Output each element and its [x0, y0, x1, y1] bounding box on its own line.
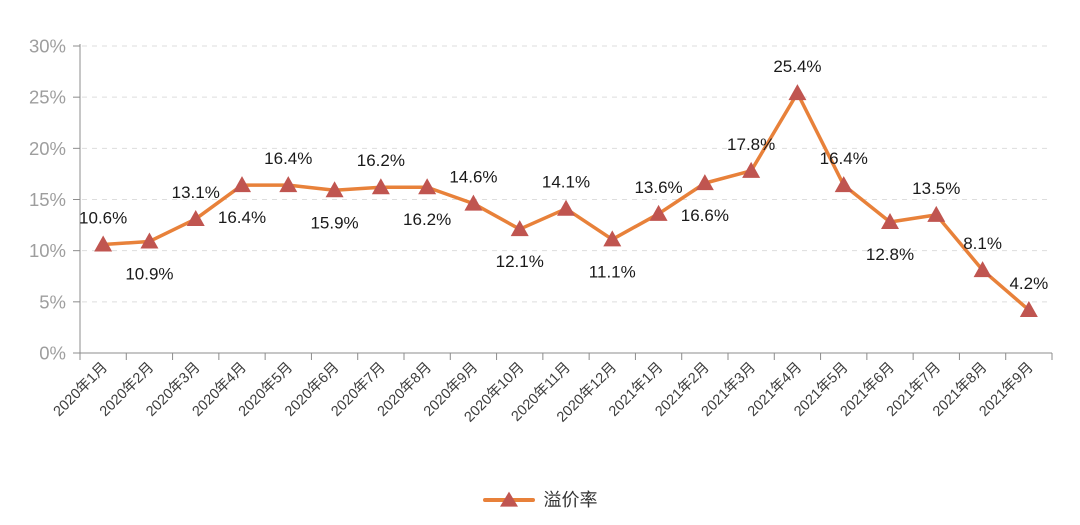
data-point-label: 16.2% — [357, 151, 405, 170]
y-axis-tick-label: 15% — [29, 189, 66, 210]
data-point-label: 16.4% — [820, 149, 868, 168]
legend-triangle-icon — [499, 491, 518, 507]
legend-item-premium-rate[interactable]: 溢价率 — [482, 490, 598, 510]
data-point-label: 10.9% — [125, 264, 173, 283]
data-point-marker — [649, 204, 668, 221]
y-axis-tick-label: 0% — [39, 343, 66, 364]
data-point-label: 11.1% — [589, 262, 636, 281]
data-point-label: 16.2% — [403, 210, 451, 229]
data-point-marker — [186, 209, 205, 226]
data-point-label: 14.1% — [542, 173, 590, 192]
data-point-label: 13.6% — [634, 178, 682, 197]
data-point-label: 12.1% — [496, 252, 544, 271]
data-point-label: 16.4% — [218, 208, 266, 227]
legend: 溢价率 — [0, 491, 1080, 509]
y-axis-tick-label: 5% — [39, 291, 66, 312]
data-point-marker — [881, 213, 899, 230]
legend-line-marker — [482, 491, 535, 507]
data-point-label: 12.8% — [866, 245, 914, 264]
data-point-marker — [695, 174, 714, 191]
data-point-label: 4.2% — [1009, 274, 1048, 293]
data-point-label: 10.6% — [79, 209, 127, 228]
data-point-marker — [788, 84, 807, 101]
y-axis-tick-label: 20% — [29, 138, 66, 159]
data-point-marker — [464, 194, 483, 211]
data-point-marker — [603, 230, 622, 247]
data-point-marker — [1019, 301, 1038, 318]
data-point-marker — [973, 261, 992, 278]
data-point-marker — [371, 178, 390, 195]
y-axis-tick-label: 10% — [29, 240, 66, 261]
data-point-marker — [557, 199, 575, 216]
y-axis-tick-label: 25% — [29, 87, 66, 108]
data-point-label: 16.4% — [264, 149, 312, 168]
data-point-marker — [279, 176, 298, 193]
data-point-marker — [418, 178, 437, 195]
data-point-marker — [742, 161, 761, 178]
y-axis-tick-label: 30% — [29, 36, 66, 57]
data-point-label: 16.6% — [681, 206, 729, 225]
data-point-label: 13.1% — [172, 183, 220, 202]
data-point-label: 15.9% — [310, 213, 358, 232]
data-point-label: 14.6% — [449, 168, 497, 187]
legend-label: 溢价率 — [543, 490, 598, 510]
data-point-label: 13.5% — [912, 179, 960, 198]
data-point-label: 25.4% — [773, 57, 821, 76]
data-point-marker — [510, 220, 529, 237]
data-point-marker — [834, 176, 853, 193]
data-point-marker — [927, 205, 946, 222]
data-point-marker — [233, 176, 251, 193]
data-point-marker — [94, 235, 113, 252]
data-point-marker — [140, 232, 159, 249]
data-point-label: 8.1% — [963, 234, 1002, 253]
data-point-marker — [325, 181, 344, 198]
data-point-label: 17.8% — [727, 135, 775, 154]
